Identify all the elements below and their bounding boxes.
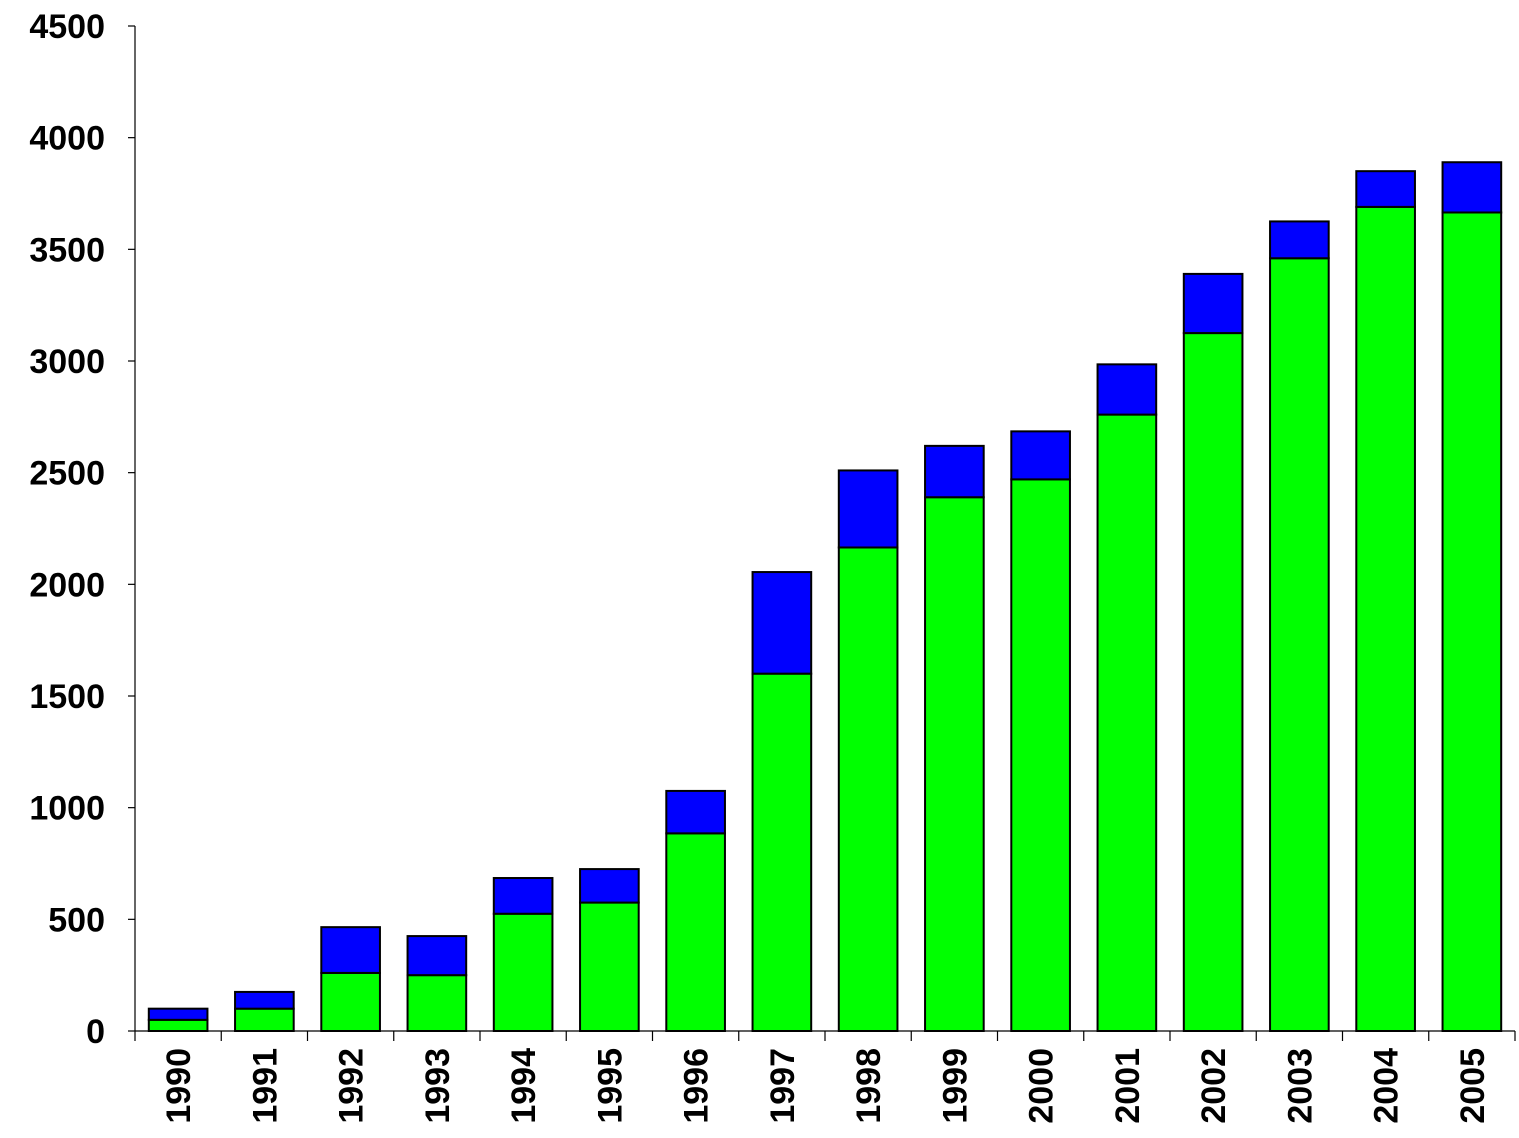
x-category-label: 1998 [850,1048,888,1124]
x-category-label: 2004 [1368,1048,1406,1124]
bar-segment-series-2-2003 [1269,220,1330,260]
x-category-label: 1995 [591,1048,629,1124]
y-tick-label: 1500 [29,678,105,716]
bar-segment-series-2-1991 [234,990,295,1010]
y-tick-label: 0 [86,1013,105,1051]
bar-segment-series-2-1998 [837,469,899,549]
bar-segment-series-2-1999 [924,444,985,499]
y-tick-label: 4000 [29,120,105,158]
bar-segment-series-1-1993 [406,974,468,1033]
x-category-label: 1996 [678,1048,716,1124]
x-category-label: 2001 [1109,1048,1147,1124]
bar-segment-series-1-2001 [1096,413,1158,1033]
bar-segment-series-2-1995 [579,868,640,904]
x-category-label: 2005 [1454,1048,1492,1124]
y-tick-label: 3000 [29,343,105,381]
x-category-label: 2000 [1023,1048,1061,1124]
x-category-label: 1994 [505,1048,543,1124]
x-category-label: 2002 [1195,1048,1233,1124]
y-tick-label: 3500 [29,231,105,269]
bar-segment-series-1-1998 [837,546,899,1032]
bar-segment-series-1-2000 [1010,478,1071,1033]
bar-segment-series-2-1994 [492,877,554,915]
bar-segment-series-1-1999 [924,496,985,1032]
bar-segment-series-2-2000 [1010,430,1071,481]
bar-segment-series-1-1991 [234,1007,295,1033]
x-category-label: 1990 [160,1048,198,1124]
bar-segment-series-1-1996 [665,832,726,1032]
bar-segment-series-1-2004 [1355,205,1416,1032]
bar-segment-series-1-1994 [492,912,554,1032]
y-tick-label: 4500 [29,8,105,46]
bar-segment-series-2-2001 [1096,363,1158,416]
x-category-label: 1991 [246,1048,284,1124]
bar-segment-series-2-2005 [1441,161,1503,214]
x-category-label: 1993 [419,1048,457,1124]
bar-segment-series-1-1990 [147,1018,209,1032]
x-category-label: 1992 [333,1048,371,1124]
bar-segment-series-1-2002 [1182,332,1244,1033]
bar-segment-series-2-2004 [1355,170,1416,208]
x-category-label: 2003 [1281,1048,1319,1124]
bar-segment-series-1-1992 [320,971,381,1033]
bar-segment-series-1-1995 [579,901,640,1032]
bar-segment-series-2-1992 [320,926,381,974]
bar-segment-series-2-1996 [665,789,726,835]
bar-segment-series-1-2005 [1441,211,1503,1032]
x-category-label: 1997 [764,1048,802,1124]
y-tick-label: 500 [48,901,105,939]
y-tick-label: 1000 [29,790,105,828]
x-axis: 1990 1991 1992 1993 1994 1995 1996 1997 1998 1999… [134,1030,1516,1124]
x-category-label: 1999 [936,1048,974,1124]
y-axis: 0 500 1000 1500 2000 2500 3000 3500 4000 4500 [29,8,136,1051]
y-tick-label: 2500 [29,455,105,493]
bar-segment-series-2-2002 [1182,272,1244,335]
bar-segment-series-1-1997 [751,672,813,1033]
bar-segment-series-2-1997 [751,571,813,675]
bar-segment-series-2-1993 [406,935,468,977]
bar-segment-series-2-1990 [147,1007,209,1021]
bar-segment-series-1-2003 [1269,257,1330,1032]
y-tick-label: 2000 [29,566,105,604]
bars-group [147,161,1503,1033]
